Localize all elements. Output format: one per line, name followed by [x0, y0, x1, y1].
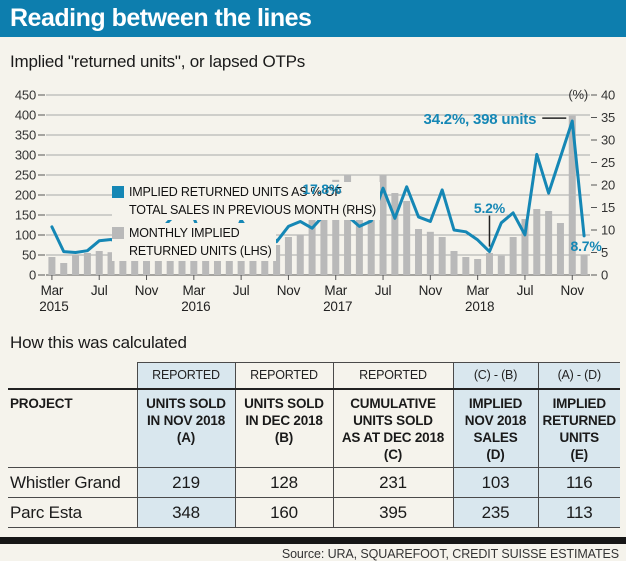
svg-text:400: 400 [15, 108, 36, 123]
svg-text:100: 100 [15, 228, 36, 243]
table-row: Parc Esta 348 160 395 235 113 [8, 497, 620, 528]
calculation-table: REPORTED REPORTED REPORTED (C) - (B) (A)… [8, 362, 620, 528]
svg-text:Jul: Jul [91, 283, 108, 298]
svg-text:40: 40 [601, 88, 615, 103]
value-cell: 103 [452, 467, 538, 498]
svg-text:Nov: Nov [419, 283, 443, 298]
legend-swatch-gray [112, 227, 124, 239]
svg-text:2018: 2018 [465, 299, 494, 314]
header-units-sold-dec: UNITS SOLD IN DEC 2018 (B) [234, 388, 333, 468]
svg-text:15: 15 [601, 200, 615, 215]
svg-text:Jul: Jul [517, 283, 534, 298]
legend-line-1: MONTHLY IMPLIED [129, 226, 240, 240]
project-name: Whistler Grand [8, 467, 137, 498]
col-group-a-minus-d: (A) - (D) [537, 362, 620, 389]
project-name: Parc Esta [8, 497, 137, 528]
svg-text:25: 25 [601, 155, 615, 170]
value-cell: 160 [234, 497, 333, 528]
section-heading: How this was calculated [10, 333, 187, 352]
footer-divider-bar [0, 537, 626, 544]
table-header-row: PROJECT UNITS SOLD IN NOV 2018 (A) UNITS… [8, 388, 620, 468]
value-cell: 231 [332, 467, 453, 498]
svg-text:150: 150 [15, 208, 36, 223]
svg-text:0: 0 [601, 268, 608, 283]
svg-text:250: 250 [15, 168, 36, 183]
svg-text:350: 350 [15, 128, 36, 143]
svg-text:2015: 2015 [39, 299, 68, 314]
value-cell: 116 [537, 467, 620, 498]
svg-text:20: 20 [601, 178, 615, 193]
table-subheader-row: REPORTED REPORTED REPORTED (C) - (B) (A)… [8, 362, 620, 390]
header-implied-returned-units: IMPLIED RETURNED UNITS (E) [537, 388, 620, 468]
svg-text:30: 30 [601, 133, 615, 148]
svg-text:5: 5 [601, 245, 608, 260]
svg-text:2016: 2016 [181, 299, 210, 314]
annotation-17-8-pct: 17.8% [302, 180, 342, 197]
legend-swatch-blue [112, 186, 124, 198]
header-project: PROJECT [8, 388, 137, 468]
svg-text:Nov: Nov [277, 283, 301, 298]
svg-text:Mar: Mar [324, 283, 347, 298]
table-row: Whistler Grand 219 128 231 103 116 [8, 467, 620, 498]
svg-text:35: 35 [601, 110, 615, 125]
header-bar: Reading between the lines [0, 0, 626, 37]
value-cell: 219 [136, 467, 235, 498]
svg-text:0: 0 [29, 268, 36, 283]
header-units-sold-nov: UNITS SOLD IN NOV 2018 (A) [136, 388, 235, 468]
value-cell: 235 [452, 497, 538, 528]
svg-text:Nov: Nov [561, 283, 585, 298]
value-cell: 113 [537, 497, 620, 528]
legend-line-1: IMPLIED RETURNED UNITS AS % OF [129, 185, 342, 199]
svg-text:450: 450 [15, 88, 36, 103]
svg-text:Mar: Mar [466, 283, 489, 298]
svg-text:300: 300 [15, 148, 36, 163]
col-group-c-minus-b: (C) - (B) [452, 362, 538, 389]
legend-item-bar-series: MONTHLY IMPLIED RETURNED UNITS (LHS) [112, 223, 276, 261]
combo-chart: 0 50 100 150 200 250 300 350 400 450 0 5 10 15 20 25 30 3… [0, 82, 626, 324]
source-credit: Source: URA, SQUAREFOOT, CREDIT SUISSE E… [281, 547, 619, 561]
legend-item-line-series: IMPLIED RETURNED UNITS AS % OF TOTAL SAL… [112, 182, 380, 220]
svg-text:Mar: Mar [41, 283, 64, 298]
col-group-reported: REPORTED [136, 362, 235, 389]
svg-text:(%): (%) [568, 87, 588, 102]
value-cell: 128 [234, 467, 333, 498]
header-cumulative-units: CUMULATIVE UNITS SOLD AS AT DEC 2018 (C) [332, 388, 453, 468]
header-implied-nov-sales: IMPLIED NOV 2018 SALES (D) [452, 388, 538, 468]
annotation-5-2-pct: 5.2% [473, 199, 506, 216]
chart-subtitle: Implied "returned units", or lapsed OTPs [10, 52, 306, 71]
legend-label: MONTHLY IMPLIED RETURNED UNITS (LHS) [129, 224, 272, 260]
svg-text:2017: 2017 [323, 299, 352, 314]
value-cell: 348 [136, 497, 235, 528]
annotation-8-7-pct: 8.7% [570, 237, 602, 254]
annotation-peak-34-2-pct-398-units: 34.2%, 398 units [423, 111, 537, 129]
empty-cell [8, 363, 137, 390]
page-title: Reading between the lines [10, 4, 312, 32]
svg-text:Jul: Jul [375, 283, 392, 298]
value-cell: 395 [332, 497, 453, 528]
col-group-reported: REPORTED [234, 362, 333, 389]
svg-text:10: 10 [601, 223, 615, 238]
legend-label: IMPLIED RETURNED UNITS AS % OF TOTAL SAL… [129, 183, 376, 219]
svg-text:Mar: Mar [182, 283, 205, 298]
col-group-reported: REPORTED [332, 362, 453, 389]
legend-line-2: TOTAL SALES IN PREVIOUS MONTH (RHS) [129, 203, 376, 217]
svg-text:50: 50 [22, 248, 36, 263]
svg-text:Nov: Nov [135, 283, 159, 298]
legend-line-2: RETURNED UNITS (LHS) [129, 244, 272, 258]
svg-text:200: 200 [15, 188, 36, 203]
svg-text:Jul: Jul [233, 283, 250, 298]
